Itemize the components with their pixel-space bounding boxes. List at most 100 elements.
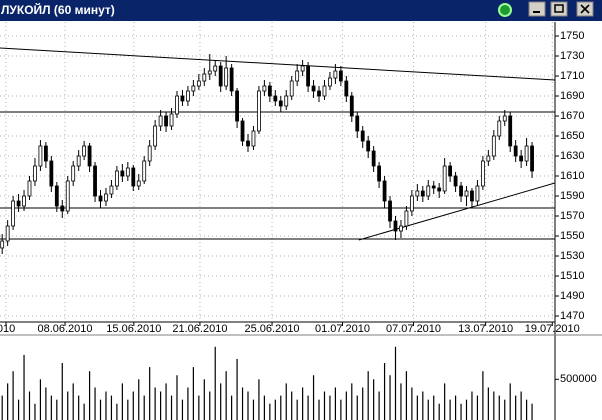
volume-bar: [192, 367, 194, 420]
candle-body: [475, 185, 480, 202]
x-tick-label: 08.06.2010: [37, 323, 92, 335]
volume-bar: [247, 391, 249, 420]
candle-body: [306, 65, 310, 87]
volume-bar: [56, 399, 58, 420]
status-icon[interactable]: [498, 3, 512, 17]
candle-body: [393, 220, 398, 232]
volume-bar: [340, 399, 342, 420]
volume-bar: [525, 399, 528, 420]
volume-bar: [94, 387, 96, 420]
candle-body: [235, 90, 239, 122]
candle-body: [131, 167, 136, 187]
volume-bar: [378, 391, 380, 420]
volume-bar: [367, 371, 369, 420]
volume-bar: [531, 403, 533, 420]
candle-body: [125, 167, 130, 177]
candle-body: [491, 135, 496, 157]
candle-body: [196, 80, 201, 87]
volume-bar: [373, 379, 375, 420]
candle-body: [240, 120, 245, 142]
candle-body: [257, 90, 261, 132]
candle-body: [202, 73, 207, 82]
candle-body: [147, 145, 152, 162]
volume-bar: [405, 371, 408, 420]
volume-bar: [274, 399, 276, 420]
candle-body: [426, 185, 431, 197]
volume-bar: [203, 379, 205, 420]
volume-bar: [67, 391, 69, 420]
window-title: ЛУКОЙЛ (60 минут): [1, 2, 115, 17]
volume-bar: [1, 395, 3, 420]
candle-body: [399, 225, 403, 232]
candle-body: [470, 190, 474, 202]
candle-body: [382, 180, 387, 202]
candle-body: [0, 240, 5, 249]
volume-bar: [12, 371, 14, 420]
y-tick-label: 1650: [560, 130, 584, 142]
minimize-button[interactable]: [528, 1, 546, 17]
candle-body: [120, 170, 125, 177]
candle-body: [207, 70, 212, 75]
volume-bar: [269, 403, 271, 420]
volume-bar: [362, 387, 364, 420]
y-tick-label: 1670: [560, 110, 584, 122]
volume-bar: [493, 391, 495, 420]
candle-body: [213, 65, 218, 72]
volume-bar: [181, 399, 184, 420]
candle-body: [267, 85, 272, 97]
candle-body: [22, 195, 26, 207]
candle-body: [333, 70, 338, 79]
x-tick-label: 13.07.2010: [458, 323, 513, 335]
volume-bar: [449, 399, 451, 420]
candle-body: [175, 95, 179, 115]
x-tick-label: 19.07.2010: [525, 323, 580, 335]
volume-bar: [214, 346, 216, 420]
volume-bar: [83, 403, 85, 420]
candle-body: [519, 155, 524, 162]
candle-body: [415, 190, 420, 197]
x-tick-label: 25.06.2010: [245, 323, 300, 335]
volume-bar: [225, 371, 227, 420]
volume-bar: [7, 383, 9, 420]
candle-body: [448, 165, 453, 177]
candle-body: [486, 155, 491, 162]
x-tick-label: 010: [0, 323, 15, 335]
candle-body: [43, 145, 48, 162]
volume-bar: [176, 375, 178, 420]
y-tick-label: 1690: [560, 90, 584, 102]
candle-body: [317, 90, 321, 97]
title-bar: [0, 0, 602, 21]
volume-bar: [132, 391, 134, 420]
volume-bar: [329, 395, 331, 420]
trend-line: [0, 47, 555, 81]
volume-bar: [78, 395, 80, 420]
volume-bar: [482, 371, 484, 420]
y-tick-label: 1710: [560, 70, 584, 82]
volume-bar: [110, 395, 113, 420]
volume-bar: [28, 391, 31, 420]
volume-bar: [476, 395, 479, 420]
volume-bar: [438, 403, 440, 420]
candle-body: [300, 65, 305, 72]
volume-bar: [34, 403, 36, 420]
volume-bar: [323, 391, 326, 420]
candle-body: [262, 85, 267, 92]
candle-body: [180, 95, 185, 102]
candle-body: [87, 145, 92, 167]
volume-bar: [50, 395, 52, 420]
y-tick-label: 1750: [560, 30, 584, 42]
x-tick-label: 21.06.2010: [172, 323, 227, 335]
maximize-button[interactable]: [550, 1, 568, 17]
candle-body: [93, 165, 97, 197]
candle-body: [355, 115, 360, 132]
volume-bar: [291, 391, 293, 420]
volume-bar: [160, 391, 162, 420]
volume-bar: [520, 391, 522, 420]
candle-body: [371, 150, 376, 167]
candle-body: [377, 165, 382, 182]
volume-bar: [88, 371, 91, 420]
candle-body: [251, 130, 256, 147]
volume-bar: [302, 387, 304, 420]
candle-body: [186, 90, 190, 102]
